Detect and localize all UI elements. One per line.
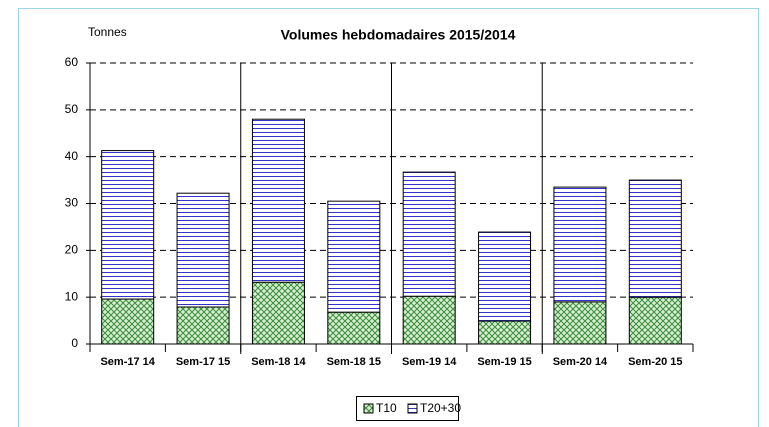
bar-segment — [628, 296, 682, 345]
x-tick-label: Sem-18 14 — [251, 356, 306, 368]
bar-segment — [101, 150, 155, 300]
y-tick-label: 20 — [65, 243, 79, 257]
frame — [18, 8, 759, 427]
bar-segment — [553, 186, 607, 303]
legend-label: T20+30 — [420, 401, 461, 415]
x-tick-label: Sem-19 14 — [402, 356, 457, 368]
bar-segment — [327, 311, 381, 345]
bar-segment — [402, 171, 456, 297]
bar-segment — [628, 179, 682, 298]
legend-label: T10 — [376, 401, 397, 415]
bar-segment — [176, 306, 230, 345]
y-axis-label: Tonnes — [88, 25, 127, 39]
x-tick-label: Sem-17 15 — [176, 356, 230, 368]
y-tick-label: 0 — [71, 336, 78, 350]
legend: T10 T20+30 — [356, 396, 461, 421]
x-tick-label: Sem-20 14 — [553, 356, 608, 368]
bar-segment — [478, 320, 532, 345]
bar-segment — [553, 301, 607, 345]
bar-segment — [251, 118, 305, 283]
x-tick-label: Sem-19 15 — [477, 356, 531, 368]
y-tick-label: 50 — [65, 102, 79, 116]
y-tick-label: 60 — [65, 55, 79, 69]
x-tick-label: Sem-17 14 — [100, 356, 155, 368]
bar-segment — [176, 192, 230, 308]
bar-segment — [101, 298, 155, 345]
y-tick-label: 40 — [65, 149, 79, 163]
bar-segment — [478, 231, 532, 322]
x-tick-label: Sem-18 15 — [327, 356, 381, 368]
x-tick-label: Sem-20 15 — [628, 356, 682, 368]
y-tick-label: 10 — [65, 289, 79, 303]
legend-swatch — [407, 403, 418, 414]
legend-swatch — [363, 403, 374, 414]
y-tick-label: 30 — [65, 196, 79, 210]
bar-segment — [251, 281, 305, 345]
bar-segment — [402, 295, 456, 345]
bar-segment — [327, 200, 381, 313]
chart-title: Volumes hebdomadaires 2015/2014 — [281, 27, 516, 43]
